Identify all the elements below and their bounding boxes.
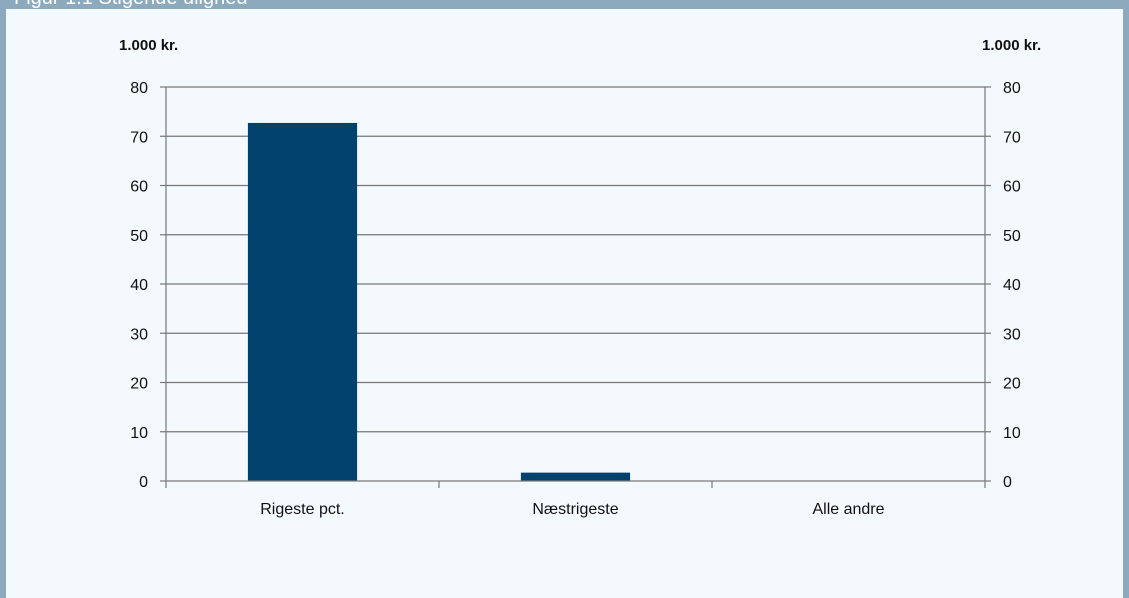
left-tick-label: 50 [130, 228, 148, 245]
chart-frame-top: Figur 1.1 Stigende ulighed [0, 0, 1129, 9]
left-tick-label: 60 [130, 179, 148, 196]
bar [520, 472, 631, 481]
category-label: Næstrigeste [532, 501, 618, 518]
left-tick-label: 80 [130, 80, 148, 97]
left-tick-label: 10 [130, 425, 148, 442]
left-tick-label: 30 [130, 326, 148, 343]
left-tick-label: 70 [130, 129, 148, 146]
right-tick-label: 0 [1003, 474, 1012, 491]
bar [247, 122, 358, 481]
right-tick-label: 50 [1003, 228, 1021, 245]
figure-caption: Figur 1.1 Stigende ulighed [14, 0, 248, 9]
right-tick-label: 40 [1003, 277, 1021, 294]
left-tick-label: 0 [139, 474, 148, 491]
right-tick-label: 20 [1003, 376, 1021, 393]
bars [247, 122, 631, 481]
right-axis-unit: 1.000 kr. [982, 37, 1041, 54]
right-tick-label: 30 [1003, 326, 1021, 343]
category-label: Rigeste pct. [260, 501, 344, 518]
labels: 0 0 10 10 20 20 30 30 40 40 50 50 60 60 70 70 80 80 Rigest… [130, 80, 1021, 518]
left-axis-unit: 1.000 kr. [119, 37, 178, 54]
right-tick-label: 80 [1003, 80, 1021, 97]
left-tick-label: 40 [130, 277, 148, 294]
left-tick-label: 20 [130, 376, 148, 393]
right-tick-label: 60 [1003, 179, 1021, 196]
chart-frame-left [0, 0, 6, 598]
category-label: Alle andre [812, 501, 884, 518]
axes [160, 86, 991, 488]
right-tick-label: 10 [1003, 425, 1021, 442]
right-tick-label: 70 [1003, 129, 1021, 146]
chart-frame-right [1123, 0, 1129, 598]
